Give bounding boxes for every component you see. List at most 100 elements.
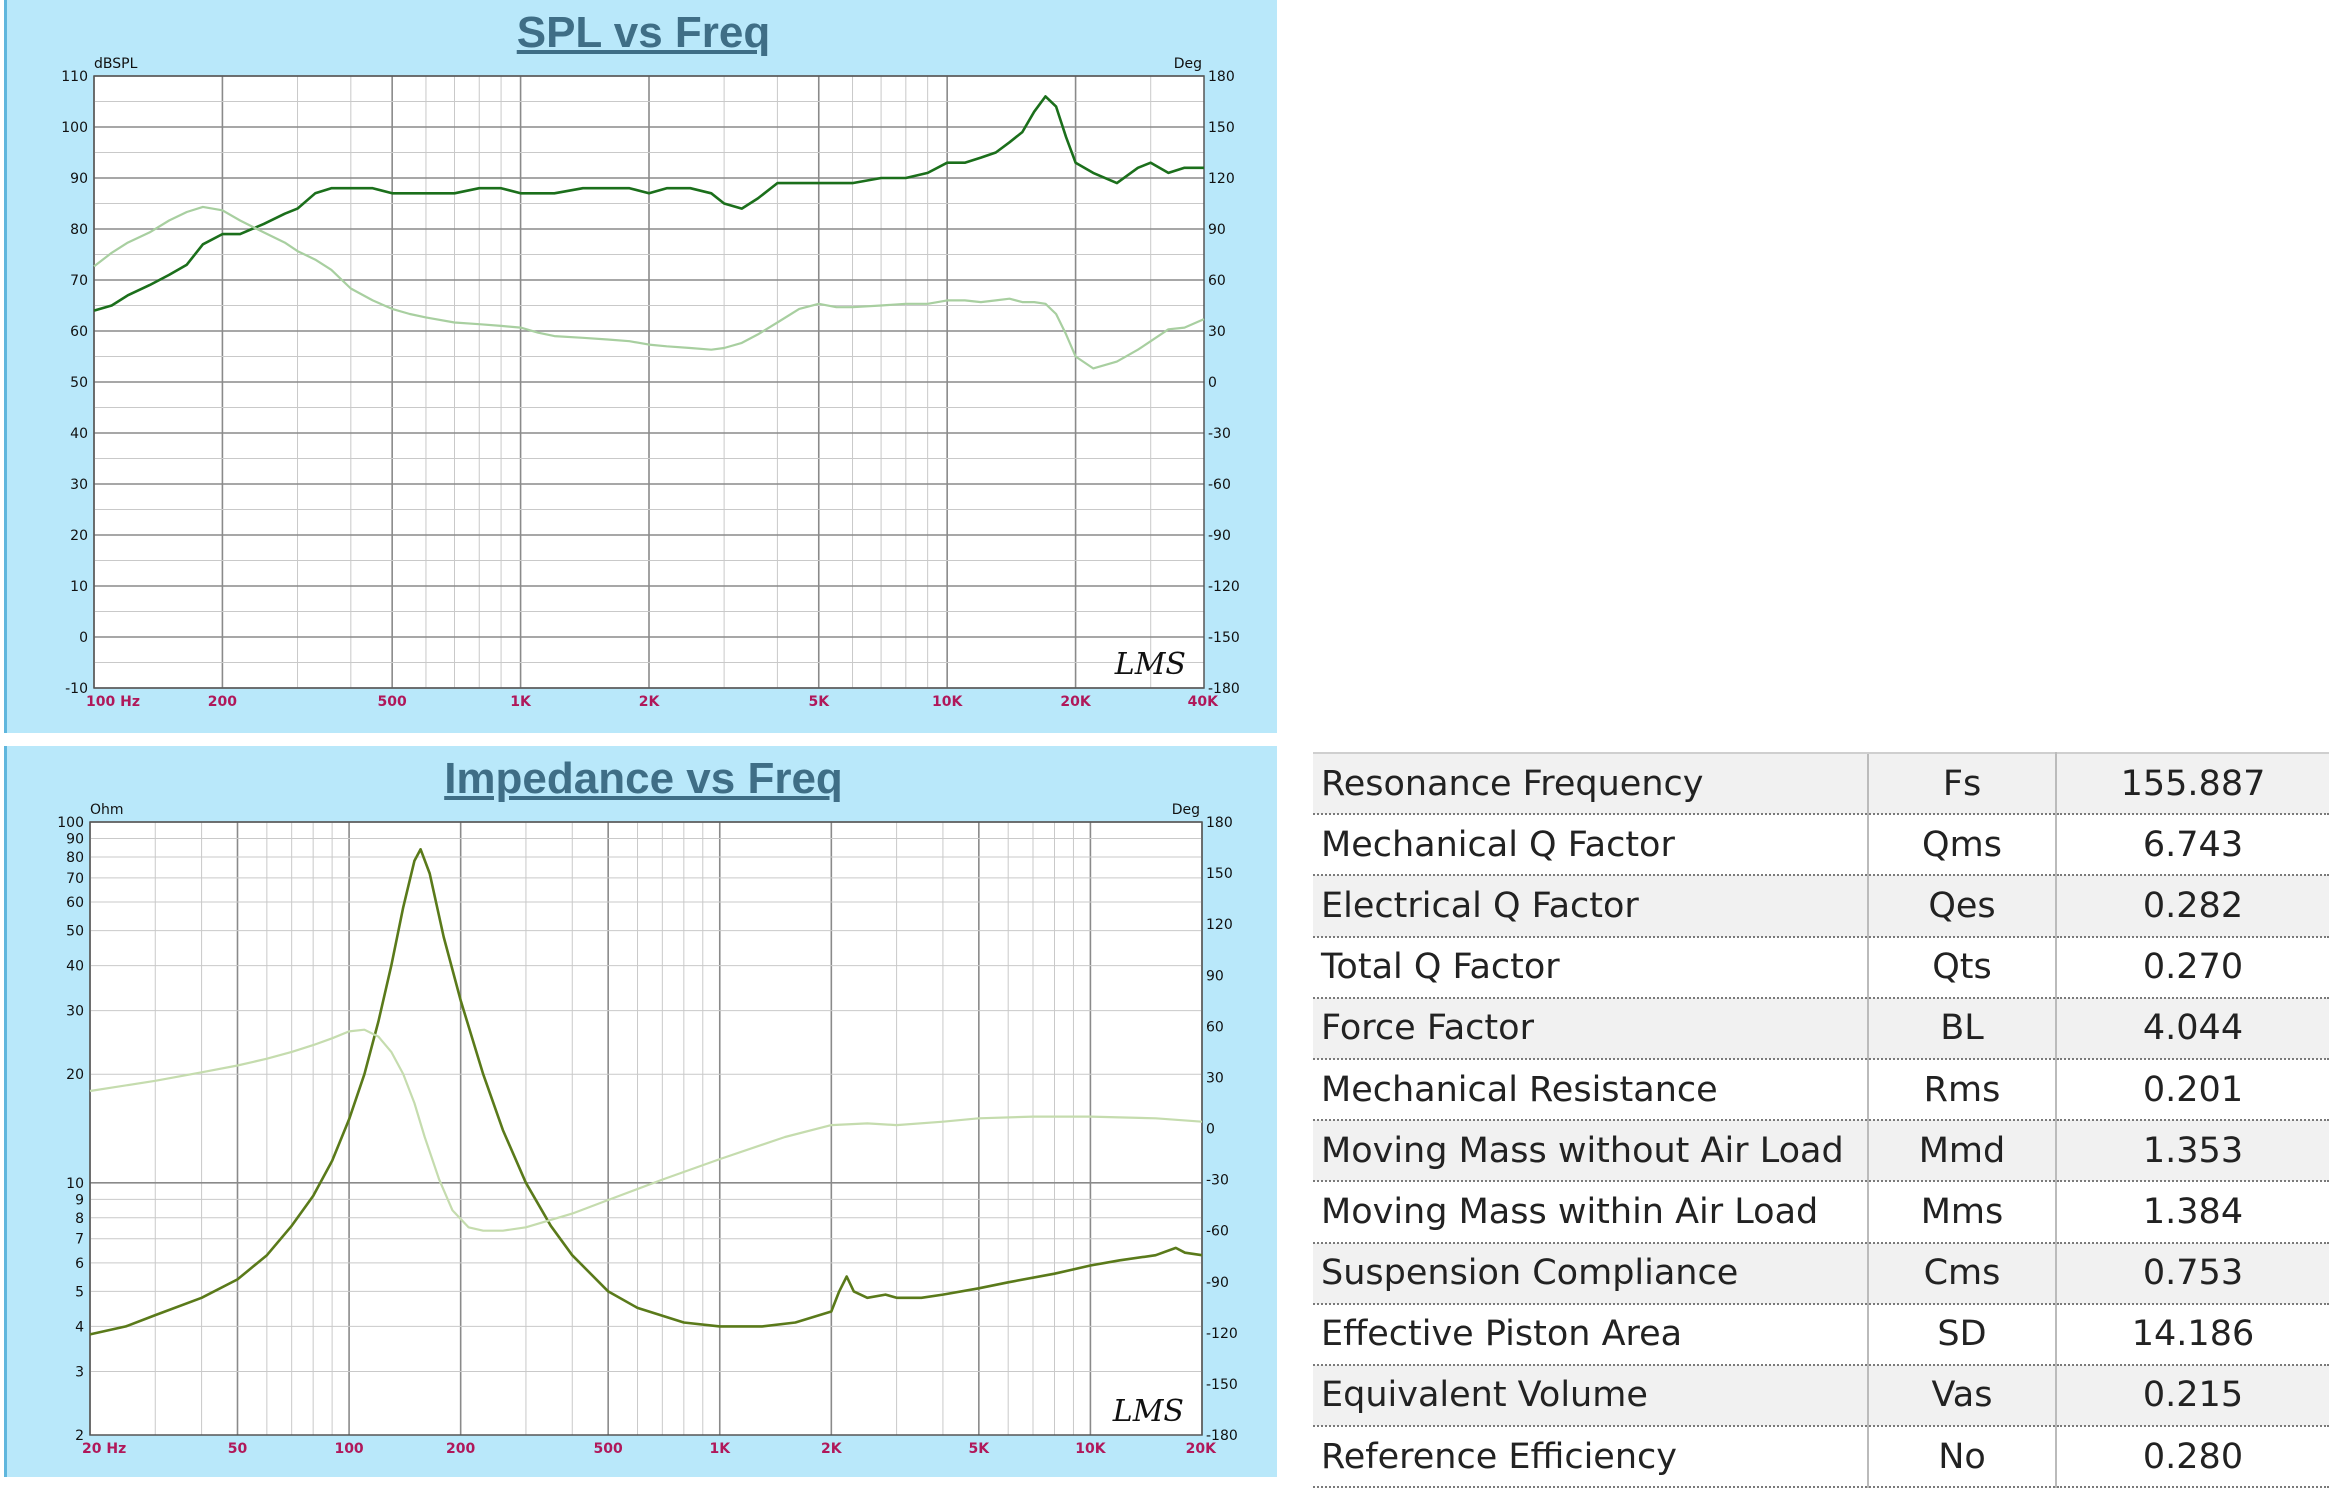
param-row: Force Factor BL 4.044	[1313, 997, 2329, 1060]
param-symbol: Vas	[1867, 1364, 2057, 1428]
impedance-chart-title: Impedance vs Freq	[444, 754, 843, 803]
param-name: Effective Piston Area	[1313, 1303, 1868, 1366]
y-right-tick-label: 90	[1208, 222, 1226, 238]
y-right-axis-label: Deg	[1172, 802, 1200, 818]
y-right-tick-label: 30	[1208, 324, 1226, 340]
param-row: Mechanical Resistance Rms 0.201	[1313, 1058, 2329, 1122]
spl-chart-svg: -10 0 10 20 30 40 50 60 70 80 90 100 110 -180 -150 -120…	[61, 56, 1240, 710]
y-right-tick-label: 120	[1206, 917, 1233, 933]
y-left-tick-label: 20	[66, 1067, 84, 1083]
param-symbol: SD	[1867, 1303, 2057, 1366]
x-tick-label: 20 Hz	[82, 1441, 126, 1457]
param-symbol: Qms	[1867, 814, 2057, 877]
param-row: Equivalent Volume Vas 0.215	[1313, 1364, 2329, 1428]
param-symbol: Mms	[1867, 1181, 2057, 1244]
x-tick-label: 2K	[639, 694, 661, 710]
y-left-tick-label: 6	[75, 1256, 84, 1272]
y-right-axis-label: Deg	[1174, 56, 1202, 72]
y-right-tick-label: 150	[1208, 120, 1235, 136]
y-left-tick-label: 2	[75, 1428, 84, 1444]
y-left-tick-label: 110	[61, 69, 88, 85]
x-tick-label: 200	[446, 1441, 475, 1457]
y-left-tick-label: 5	[75, 1284, 84, 1300]
param-name: Force Factor	[1313, 997, 1868, 1060]
param-name: Suspension Compliance	[1313, 1242, 1868, 1305]
y-right-tick-label: -90	[1206, 1275, 1229, 1291]
y-right-tick-label: 0	[1206, 1122, 1215, 1138]
param-row: Mechanical Q Factor Qms 6.743	[1313, 814, 2329, 877]
param-symbol: Fs	[1867, 751, 2057, 816]
param-symbol: Qts	[1867, 936, 2057, 999]
param-row: Moving Mass within Air Load Mms 1.384	[1313, 1181, 2329, 1244]
param-value: 14.186	[2056, 1303, 2329, 1366]
param-value: 0.201	[2056, 1058, 2329, 1122]
x-tick-label: 20K	[1186, 1441, 1217, 1457]
param-value: 155.887	[2056, 751, 2329, 816]
param-row: Reference Efficiency No 0.280	[1313, 1426, 2329, 1488]
param-value: 0.215	[2056, 1364, 2329, 1428]
impedance-chart-panel: Impedance vs Freq 2 3 4 5 6 7 8 9 10 20 30 40 50 60 70…	[4, 746, 1277, 1477]
param-symbol: Qes	[1867, 875, 2057, 938]
param-value: 0.270	[2056, 936, 2329, 999]
y-left-axis-label: Ohm	[90, 802, 124, 818]
y-left-tick-label: 90	[70, 171, 88, 187]
y-right-tick-label: -30	[1208, 426, 1231, 442]
spl-chart-panel: SPL vs Freq -10 0 10 20 30 40 50 60 70 80 90 100 110…	[4, 0, 1277, 733]
x-tick-label: 2K	[821, 1441, 843, 1457]
y-left-tick-label: 100	[57, 815, 84, 831]
param-name: Mechanical Q Factor	[1313, 814, 1868, 877]
y-right-tick-label: 60	[1208, 273, 1226, 289]
series-line-phase	[93, 205, 1205, 370]
y-right-tick-label: 180	[1206, 815, 1233, 831]
y-left-tick-label: 80	[66, 850, 84, 866]
param-value: 0.282	[2056, 875, 2329, 938]
series-line-magnitude	[89, 848, 1203, 1336]
y-left-tick-label: 100	[61, 120, 88, 136]
y-left-tick-label: 8	[75, 1211, 84, 1227]
param-value: 1.384	[2056, 1181, 2329, 1244]
y-right-tick-label: -90	[1208, 528, 1231, 544]
y-right-tick-label: -120	[1208, 579, 1240, 595]
y-left-tick-label: -10	[65, 681, 88, 697]
y-left-tick-label: 80	[70, 222, 88, 238]
y-left-tick-label: 50	[70, 375, 88, 391]
param-symbol: Mmd	[1867, 1120, 2057, 1183]
x-tick-label: 10K	[1075, 1441, 1106, 1457]
x-tick-label: 20K	[1060, 694, 1091, 710]
param-value: 0.280	[2056, 1426, 2329, 1488]
x-tick-label: 40K	[1188, 694, 1219, 710]
y-right-tick-label: 180	[1208, 69, 1235, 85]
y-right-tick-label: 120	[1208, 171, 1235, 187]
plot-border	[93, 75, 1205, 689]
x-tick-label: 500	[378, 694, 407, 710]
y-left-tick-label: 40	[70, 426, 88, 442]
y-left-tick-label: 4	[75, 1319, 84, 1335]
y-left-tick-label: 70	[70, 273, 88, 289]
y-left-tick-label: 3	[75, 1364, 84, 1380]
y-left-tick-label: 30	[66, 1004, 84, 1020]
x-tick-label: 1K	[510, 694, 532, 710]
param-name: Moving Mass without Air Load	[1313, 1120, 1868, 1183]
param-name: Total Q Factor	[1313, 936, 1868, 999]
param-value: 0.753	[2056, 1242, 2329, 1305]
y-left-tick-label: 0	[79, 630, 88, 646]
y-right-tick-label: -60	[1206, 1224, 1229, 1240]
param-name: Resonance Frequency	[1313, 751, 1868, 816]
y-right-tick-label: -180	[1208, 681, 1240, 697]
x-tick-label: 100 Hz	[86, 694, 140, 710]
y-left-tick-label: 60	[66, 895, 84, 911]
y-left-tick-label: 30	[70, 477, 88, 493]
lms-watermark-logo: LMS	[1114, 647, 1186, 682]
param-row: Total Q Factor Qts 0.270	[1313, 936, 2329, 999]
y-right-tick-label: -180	[1206, 1428, 1238, 1444]
param-value: 6.743	[2056, 814, 2329, 877]
series-line-phase	[89, 1028, 1203, 1232]
series-line-magnitude	[93, 95, 1204, 312]
plot-area	[90, 822, 1202, 1435]
y-left-tick-label: 70	[66, 871, 84, 887]
y-left-tick-label: 40	[66, 959, 84, 975]
x-tick-label: 200	[208, 694, 237, 710]
y-right-tick-label: -30	[1206, 1173, 1229, 1189]
y-left-tick-label: 90	[66, 832, 84, 848]
y-left-tick-label: 60	[70, 324, 88, 340]
